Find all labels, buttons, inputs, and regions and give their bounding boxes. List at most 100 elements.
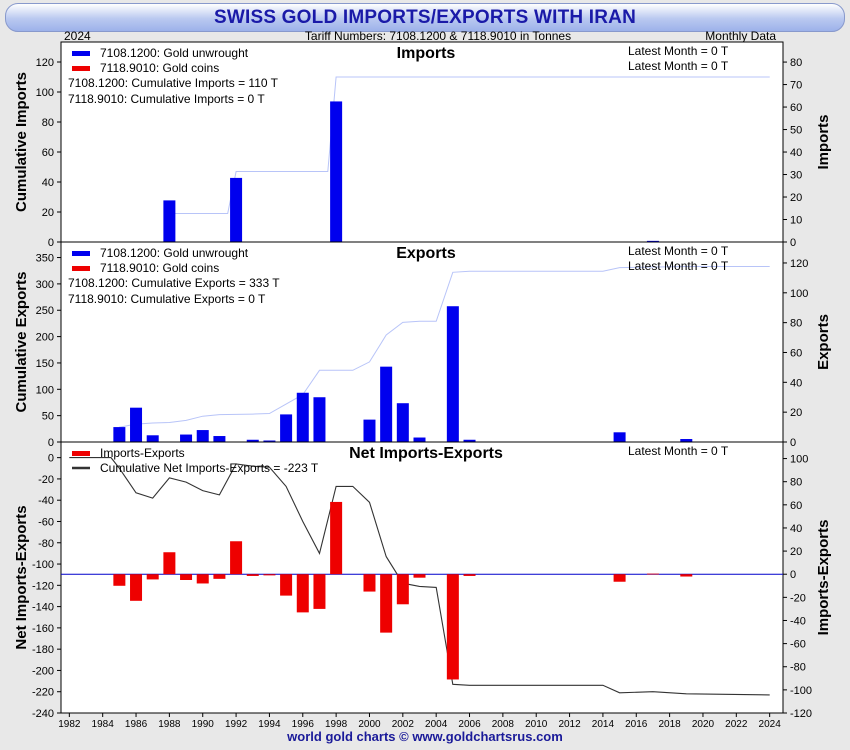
- panel0-right-tick-label: 40: [790, 147, 802, 159]
- x-axis-tick-label: 2014: [592, 719, 615, 730]
- panel1-right-tick-label: 120: [790, 258, 808, 270]
- panel0-left-tick-label: 40: [42, 177, 54, 189]
- x-axis-tick-label: 1986: [125, 719, 148, 730]
- panel2-legend-label: Cumulative Net Imports-Exports = -223 T: [100, 461, 319, 475]
- x-axis-tick-label: 2004: [425, 719, 448, 730]
- panel2-left-tick-label: -180: [32, 644, 54, 656]
- x-axis-tick-label: 2000: [358, 719, 381, 730]
- panel2-bar: [196, 574, 209, 584]
- panel1-bar: [246, 439, 259, 442]
- x-axis-tick-label: 2016: [625, 719, 648, 730]
- panel2-bar: [363, 574, 376, 592]
- panel1-latest-label: Latest Month = 0 T: [628, 244, 729, 258]
- panel2-left-tick-label: -120: [32, 580, 54, 592]
- x-axis-tick-label: 2010: [525, 719, 548, 730]
- panel2-bar: [413, 574, 426, 578]
- panel2-left-tick-label: -200: [32, 665, 54, 677]
- panel0-annotation: 7118.9010: Cumulative Imports = 0 T: [68, 92, 265, 106]
- panel2-legend-label: Imports-Exports: [100, 446, 185, 460]
- panel1-bar: [180, 434, 193, 442]
- panel2-left-tick-label: -40: [38, 495, 54, 507]
- panel1-bar: [263, 440, 276, 442]
- panel2-bar: [130, 574, 143, 601]
- panel2-bar: [680, 574, 693, 577]
- panel1-bar: [380, 366, 393, 442]
- panel2-left-tick-label: -60: [38, 516, 54, 528]
- panel2-cumulative-line: [69, 457, 770, 696]
- panel1-left-tick-label: 150: [36, 358, 54, 370]
- panel1-bar: [680, 439, 693, 442]
- panel0-right-tick-label: 20: [790, 192, 802, 204]
- panel2-right-tick-label: -60: [790, 639, 806, 651]
- panel2-latest-label: Latest Month = 0 T: [628, 444, 729, 458]
- panel0-right-tick-label: 60: [790, 102, 802, 114]
- panel0-ylabel-left: Cumulative Imports: [13, 72, 30, 212]
- panel0-legend-swatch: [72, 51, 90, 56]
- panel1-right-tick-label: 20: [790, 407, 802, 419]
- panel1-bar: [363, 419, 376, 442]
- panel1-bar: [413, 437, 426, 442]
- panel1-left-tick-label: 200: [36, 332, 54, 344]
- panel0-latest-label: Latest Month = 0 T: [628, 59, 729, 73]
- x-axis-tick-label: 2020: [692, 719, 715, 730]
- panel1-ylabel-right: Exports: [815, 314, 832, 370]
- panel0-legend-label: 7108.1200: Gold unwrought: [100, 46, 249, 60]
- panel1-bar: [213, 436, 226, 442]
- panel0-bar: [646, 240, 659, 242]
- panel2-right-tick-label: -40: [790, 615, 806, 627]
- title-banner: SWISS GOLD IMPORTS/EXPORTS WITH IRAN: [5, 3, 845, 32]
- panel0-right-tick-label: 50: [790, 125, 802, 137]
- panel1-right-tick-label: 80: [790, 318, 802, 330]
- panel2-ylabel-right: Imports-Exports: [815, 520, 832, 636]
- panel2-bar: [313, 574, 326, 609]
- panel2-bar: [380, 574, 393, 633]
- x-axis-tick-label: 2024: [759, 719, 782, 730]
- panel1-right-tick-label: 100: [790, 288, 808, 300]
- panel2-ylabel-left: Net Imports-Exports: [13, 505, 30, 649]
- footer-credit: world gold charts © www.goldchartsrus.co…: [287, 729, 563, 744]
- panel0-bar: [330, 101, 343, 242]
- x-axis-tick-label: 1998: [325, 719, 348, 730]
- panel2-right-tick-label: -20: [790, 592, 806, 604]
- tariff-subtitle: Tariff Numbers: 7108.1200 & 7118.9010 in…: [305, 29, 571, 43]
- panel1-bar: [146, 435, 159, 442]
- panel2-left-tick-label: -160: [32, 623, 54, 635]
- panel2-bar: [613, 574, 626, 582]
- panel1-legend-label: 7118.9010: Gold coins: [100, 261, 219, 275]
- panel0-left-tick-label: 20: [42, 207, 54, 219]
- panel2-left-tick-label: 0: [48, 453, 54, 465]
- panel1-left-tick-label: 0: [48, 437, 54, 449]
- panel0-right-tick-label: 80: [790, 57, 802, 69]
- panel2-bar: [296, 574, 309, 613]
- x-axis-tick-label: 2002: [392, 719, 415, 730]
- panel1-ylabel-left: Cumulative Exports: [13, 272, 30, 413]
- panel1-bar: [130, 407, 143, 442]
- panel0-left-tick-label: 0: [48, 237, 54, 249]
- panel0-left-tick-label: 100: [36, 87, 54, 99]
- panel1-bar: [463, 439, 476, 442]
- panel2-bar: [230, 541, 243, 575]
- panel2-bar: [146, 574, 159, 580]
- panel2-bar: [246, 574, 259, 576]
- panel2-right-tick-label: -120: [790, 708, 812, 720]
- x-axis-tick-label: 1988: [158, 719, 181, 730]
- panel1-bar: [313, 397, 326, 442]
- panel1-bar: [296, 392, 309, 442]
- panel1-bar: [396, 403, 409, 442]
- panel2-bar: [396, 574, 409, 605]
- panel1-latest-label: Latest Month = 0 T: [628, 259, 729, 273]
- panel1-left-tick-label: 100: [36, 384, 54, 396]
- panel1-bar: [446, 306, 459, 442]
- panel0-right-tick-label: 70: [790, 80, 802, 92]
- panel2-left-tick-label: -240: [32, 708, 54, 720]
- panel1-legend-label: 7108.1200: Gold unwrought: [100, 246, 249, 260]
- panel2-left-tick-label: -20: [38, 474, 54, 486]
- panel1-right-tick-label: 40: [790, 377, 802, 389]
- panel1-bar: [196, 430, 209, 442]
- year-label: 2024: [64, 29, 91, 43]
- panel2-left-tick-label: -140: [32, 602, 54, 614]
- x-axis-tick-label: 1982: [58, 719, 81, 730]
- panel0-right-tick-label: 0: [790, 237, 796, 249]
- panel2-right-tick-label: 60: [790, 500, 802, 512]
